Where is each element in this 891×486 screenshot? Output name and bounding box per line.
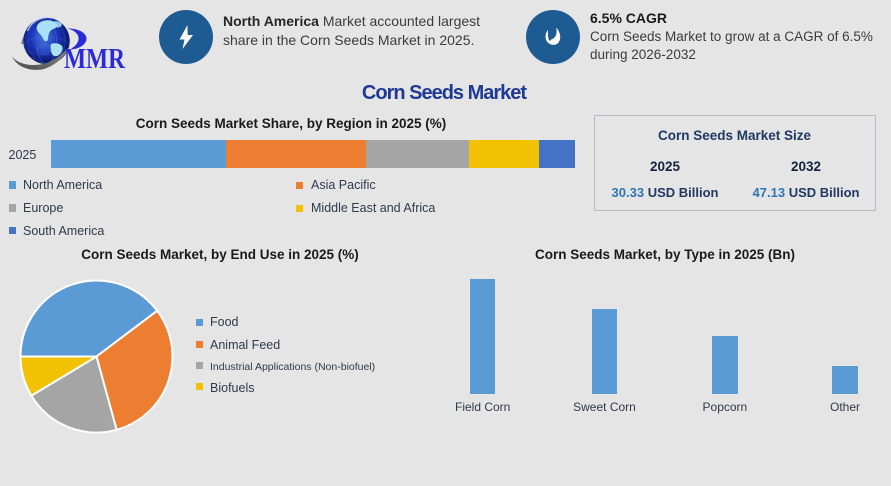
svg-text:MMR: MMR	[64, 43, 126, 74]
